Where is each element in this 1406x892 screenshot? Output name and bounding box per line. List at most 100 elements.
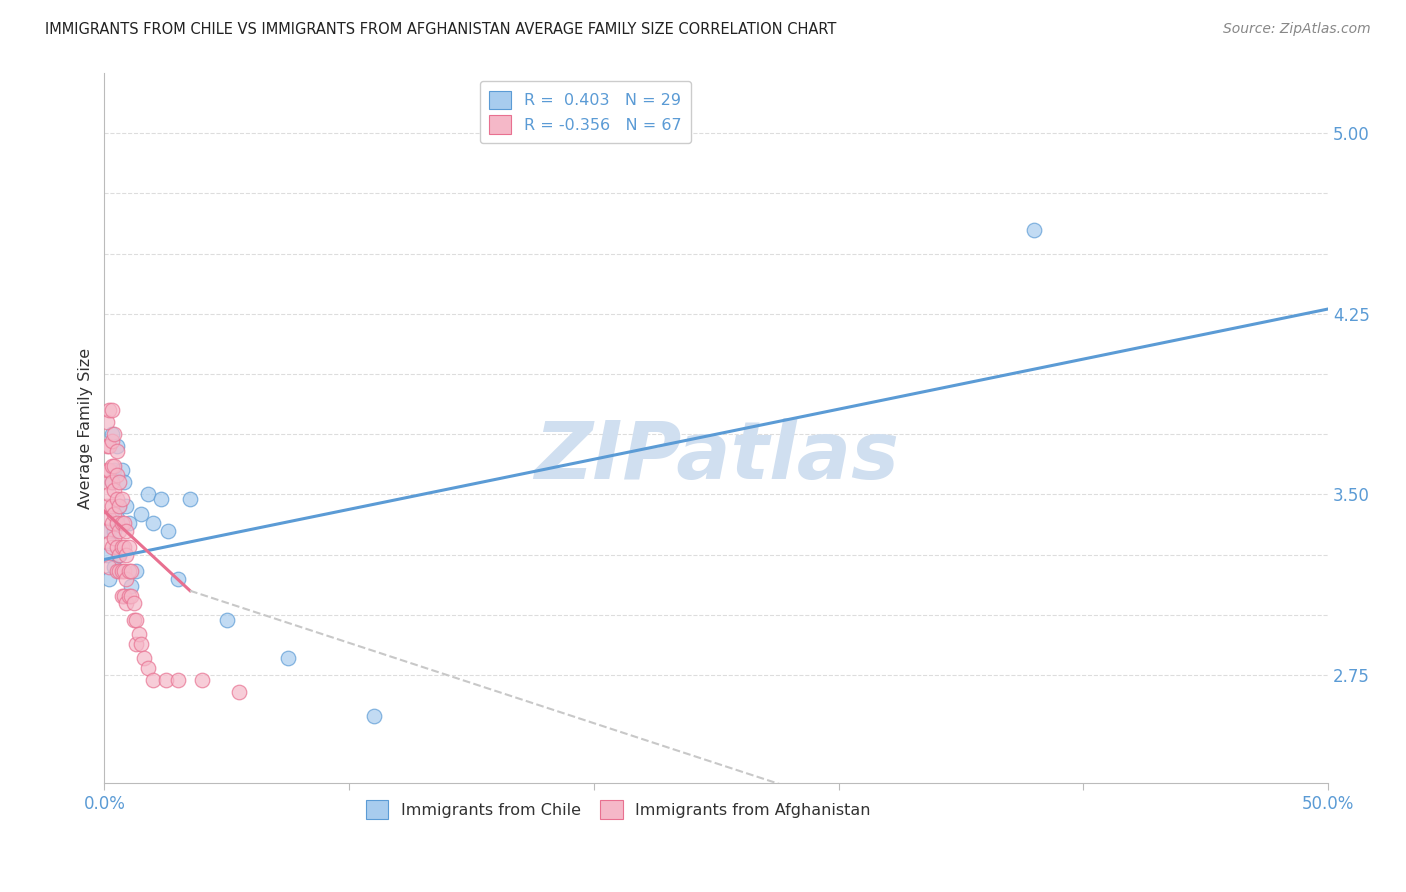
Point <box>215 613 238 627</box>
Point <box>120 579 142 593</box>
Point <box>112 516 135 531</box>
Point <box>98 524 121 538</box>
Point <box>98 511 121 525</box>
Point <box>191 673 214 687</box>
Point <box>100 500 122 514</box>
Point <box>100 427 122 442</box>
Point <box>363 709 385 723</box>
Point <box>98 559 121 574</box>
Point <box>98 535 121 549</box>
Point <box>142 673 165 687</box>
Point <box>115 548 138 562</box>
Y-axis label: Average Family Size: Average Family Size <box>79 348 93 508</box>
Point <box>155 673 177 687</box>
Point <box>118 516 141 531</box>
Text: IMMIGRANTS FROM CHILE VS IMMIGRANTS FROM AFGHANISTAN AVERAGE FAMILY SIZE CORRELA: IMMIGRANTS FROM CHILE VS IMMIGRANTS FROM… <box>45 22 837 37</box>
Text: ZIPatlas: ZIPatlas <box>534 417 898 496</box>
Point <box>103 559 125 574</box>
Point <box>138 661 160 675</box>
Point <box>105 492 128 507</box>
Point <box>103 524 125 538</box>
Point <box>110 541 132 555</box>
Point <box>118 541 141 555</box>
Point <box>129 637 152 651</box>
Point <box>179 492 201 507</box>
Point <box>125 637 148 651</box>
Text: Source: ZipAtlas.com: Source: ZipAtlas.com <box>1223 22 1371 37</box>
Point <box>228 685 250 699</box>
Point <box>157 524 180 538</box>
Point <box>103 507 125 521</box>
Point <box>108 548 131 562</box>
Point <box>110 565 132 579</box>
Point <box>129 507 152 521</box>
Point <box>125 613 148 627</box>
Point <box>128 627 150 641</box>
Point <box>108 548 131 562</box>
Point <box>115 524 138 538</box>
Point <box>108 565 131 579</box>
Point <box>103 463 125 477</box>
Point <box>98 439 121 453</box>
Point <box>100 475 122 490</box>
Point <box>110 516 132 531</box>
Point <box>118 589 141 603</box>
Point <box>115 500 138 514</box>
Point <box>118 565 141 579</box>
Point <box>100 516 122 531</box>
Point <box>96 524 118 538</box>
Point <box>98 463 121 477</box>
Point <box>100 541 122 555</box>
Point <box>96 500 118 514</box>
Point <box>112 565 135 579</box>
Point <box>110 589 132 603</box>
Point <box>108 500 131 514</box>
Point <box>120 589 142 603</box>
Point <box>100 458 122 473</box>
Point <box>98 487 121 501</box>
Point <box>1024 222 1046 236</box>
Point <box>108 524 131 538</box>
Point <box>96 475 118 490</box>
Point <box>100 403 122 417</box>
Point <box>112 589 135 603</box>
Point <box>108 475 131 490</box>
Point <box>103 483 125 497</box>
Point <box>112 541 135 555</box>
Point <box>105 565 128 579</box>
Point <box>105 468 128 483</box>
Point <box>142 516 165 531</box>
Point <box>166 673 188 687</box>
Point <box>110 463 132 477</box>
Point <box>120 565 142 579</box>
Point <box>132 651 155 665</box>
Point <box>98 403 121 417</box>
Point <box>105 511 128 525</box>
Point <box>115 572 138 586</box>
Point <box>100 434 122 449</box>
Point <box>96 548 118 562</box>
Point <box>105 516 128 531</box>
Point <box>105 444 128 458</box>
Point <box>166 572 188 586</box>
Point <box>103 458 125 473</box>
Point <box>96 415 118 429</box>
Point <box>103 531 125 545</box>
Point <box>138 487 160 501</box>
Legend: Immigrants from Chile, Immigrants from Afghanistan: Immigrants from Chile, Immigrants from A… <box>360 794 877 825</box>
Point <box>125 565 148 579</box>
Point <box>105 439 128 453</box>
Point <box>100 475 122 490</box>
Point <box>98 572 121 586</box>
Point <box>103 427 125 442</box>
Point <box>96 463 118 477</box>
Point <box>277 651 299 665</box>
Point <box>110 492 132 507</box>
Point <box>112 475 135 490</box>
Point <box>96 439 118 453</box>
Point <box>108 500 131 514</box>
Point <box>122 596 145 610</box>
Point <box>105 541 128 555</box>
Point <box>149 492 172 507</box>
Point <box>122 613 145 627</box>
